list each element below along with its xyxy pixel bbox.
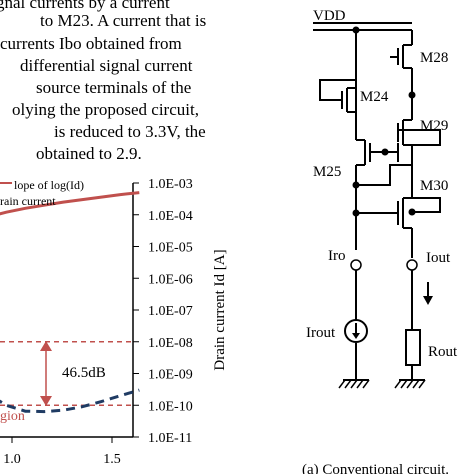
label-m30: M30 bbox=[420, 178, 448, 194]
legend-entry-slope: lope of log(Id) bbox=[14, 178, 84, 192]
label-vdd: VDD bbox=[313, 8, 346, 24]
paper-paragraph: gnal currents by a current to M23. A cur… bbox=[0, 0, 215, 170]
y-tick-label: 1.0E-04 bbox=[148, 209, 193, 224]
label-m28: M28 bbox=[420, 50, 448, 66]
label-iout: Iout bbox=[426, 250, 451, 266]
paragraph-line: olying the proposed circuit, bbox=[12, 100, 199, 119]
arrow-down-icon bbox=[352, 333, 360, 339]
label-m29: M29 bbox=[420, 118, 448, 134]
label-rout: Rout bbox=[428, 344, 458, 360]
paragraph-line: obtained to 2.9. bbox=[36, 144, 142, 163]
paragraph-line: to M23. A current that is bbox=[40, 11, 207, 30]
label-m25: M25 bbox=[313, 164, 341, 180]
y-tick-label: 1.0E-09 bbox=[148, 368, 193, 383]
y-tick-label: 1.0E-03 bbox=[148, 177, 193, 192]
x-tick-label: 1.5 bbox=[103, 452, 121, 467]
arrow-up-icon bbox=[40, 341, 52, 351]
legend-entry-drain: rain current bbox=[0, 194, 56, 208]
y-tick-label: 1.0E-05 bbox=[148, 241, 193, 256]
x-tick-label: 1.0 bbox=[3, 452, 21, 467]
label-iro: Iro bbox=[328, 248, 346, 264]
series-drain-current bbox=[0, 191, 140, 216]
terminal-iout bbox=[406, 259, 418, 271]
label-m24: M24 bbox=[360, 89, 389, 105]
paragraph-line: is reduced to 3.3V, the bbox=[54, 122, 206, 141]
paragraph-line: differential signal current bbox=[20, 56, 193, 75]
series-slope bbox=[0, 388, 140, 414]
paragraph-line: currents Ibo obtained from bbox=[0, 34, 182, 53]
y-tick-label: 1.0E-10 bbox=[148, 399, 193, 414]
gap-annotation: 46.5dB bbox=[62, 365, 106, 381]
arrow-down-icon bbox=[40, 396, 52, 406]
y-tick-label: 1.0E-11 bbox=[148, 431, 192, 446]
y-tick-label: 1.0E-08 bbox=[148, 336, 193, 351]
arrow-down-icon bbox=[423, 296, 433, 305]
paragraph-line: source terminals of the bbox=[36, 78, 192, 97]
y-axis-label: Drain current Id [A] bbox=[212, 249, 228, 370]
y-tick-label: 1.0E-06 bbox=[148, 272, 193, 287]
paragraph-line: gnal currents by a current bbox=[0, 0, 170, 12]
current-source-irout bbox=[344, 319, 368, 343]
figure-caption: (a) Conventional circuit. bbox=[302, 462, 449, 474]
y-tick-label: 1.0E-07 bbox=[148, 304, 193, 319]
region-label: gion bbox=[0, 409, 25, 424]
resistor-rout bbox=[405, 329, 421, 366]
label-irout: Irout bbox=[306, 325, 336, 341]
terminal-iro bbox=[350, 259, 362, 271]
